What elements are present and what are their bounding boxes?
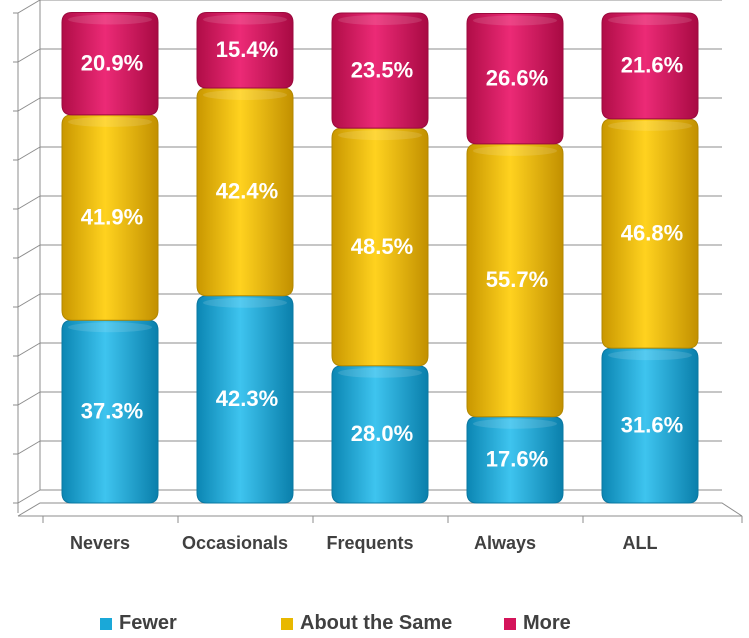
legend-swatch bbox=[504, 617, 516, 630]
bar-more bbox=[331, 12, 429, 129]
category-labels: Nevers Occasionals Frequents Always ALL bbox=[70, 533, 658, 553]
gridline-side bbox=[17, 195, 41, 210]
bar-more bbox=[601, 12, 699, 120]
floor-back-edge bbox=[17, 502, 743, 517]
bar-about-the-same bbox=[61, 114, 159, 321]
data-label: 15.4% bbox=[216, 37, 278, 62]
bar-highlight bbox=[338, 367, 422, 378]
stacked-bar-chart: 37.3% 41.9% 20.9% 42.3% 42.4% 15.4% 28.0% 48.5%… bbox=[13, 0, 743, 553]
bar-fewer bbox=[196, 295, 294, 504]
bar-highlight bbox=[608, 15, 692, 25]
category-label: Frequents bbox=[326, 533, 413, 553]
category-label: ALL bbox=[623, 533, 658, 553]
bar-more bbox=[61, 12, 159, 116]
data-label: 23.5% bbox=[351, 57, 413, 82]
data-label: 28.0% bbox=[351, 421, 413, 446]
bar-about-the-same bbox=[196, 87, 294, 297]
gridline-side bbox=[17, 97, 41, 112]
bar-fewer bbox=[466, 416, 564, 504]
legend-label: Fewer bbox=[119, 612, 177, 634]
gridline-side bbox=[17, 0, 41, 14]
bar-fewer bbox=[331, 365, 429, 504]
bar-more bbox=[466, 12, 564, 145]
bar-about-the-same bbox=[466, 143, 564, 418]
data-label: 55.7% bbox=[486, 267, 548, 292]
gridline-side bbox=[17, 391, 41, 406]
data-label: 26.6% bbox=[486, 65, 548, 90]
data-label: 17.6% bbox=[486, 447, 548, 472]
data-label: 42.4% bbox=[216, 179, 278, 204]
data-label: 41.9% bbox=[81, 204, 143, 229]
gridline-side bbox=[17, 440, 41, 455]
data-label: 21.6% bbox=[621, 53, 683, 78]
bar-highlight bbox=[203, 297, 287, 308]
gridline-side bbox=[17, 293, 41, 308]
gridline-side bbox=[17, 146, 41, 161]
bar-about-the-same bbox=[601, 118, 699, 349]
bar-more bbox=[196, 12, 294, 89]
bar-highlight bbox=[608, 120, 692, 131]
bar-highlight bbox=[473, 15, 557, 26]
bars bbox=[61, 12, 699, 504]
bar-highlight bbox=[68, 116, 152, 127]
bar-highlight bbox=[68, 322, 152, 333]
data-label: 37.3% bbox=[81, 398, 143, 423]
data-label: 31.6% bbox=[621, 412, 683, 437]
bar-highlight bbox=[203, 14, 287, 25]
legend: Fewer About the Same More bbox=[0, 612, 749, 638]
legend-label: About the Same bbox=[300, 612, 453, 634]
bar-fewer bbox=[601, 347, 699, 504]
bar-about-the-same bbox=[331, 127, 429, 367]
legend-label: More bbox=[523, 612, 571, 634]
data-label: 20.9% bbox=[81, 51, 143, 76]
bar-highlight bbox=[68, 14, 152, 25]
legend-item: More bbox=[504, 612, 571, 635]
bar-highlight bbox=[203, 89, 287, 100]
legend-item: About the Same bbox=[281, 612, 452, 635]
bar-highlight bbox=[338, 130, 422, 141]
gridline-side bbox=[17, 48, 41, 63]
legend-swatch bbox=[100, 617, 112, 630]
gridline-side bbox=[17, 244, 41, 259]
gridline-side bbox=[17, 489, 41, 504]
gridline-side bbox=[17, 342, 41, 357]
data-labels: 37.3% 41.9% 20.9% 42.3% 42.4% 15.4% 28.0% 48.5%… bbox=[81, 37, 683, 472]
bar-highlight bbox=[608, 350, 692, 361]
bar-highlight bbox=[473, 145, 557, 156]
data-label: 48.5% bbox=[351, 234, 413, 259]
legend-item: Fewer bbox=[100, 612, 177, 635]
category-label: Always bbox=[474, 533, 536, 553]
category-label: Occasionals bbox=[182, 533, 288, 553]
bar-fewer bbox=[61, 319, 159, 504]
data-label: 42.3% bbox=[216, 386, 278, 411]
data-label: 46.8% bbox=[621, 220, 683, 245]
bar-highlight bbox=[473, 418, 557, 429]
bar-highlight bbox=[338, 15, 422, 25]
legend-swatch bbox=[281, 617, 293, 630]
category-label: Nevers bbox=[70, 533, 130, 553]
